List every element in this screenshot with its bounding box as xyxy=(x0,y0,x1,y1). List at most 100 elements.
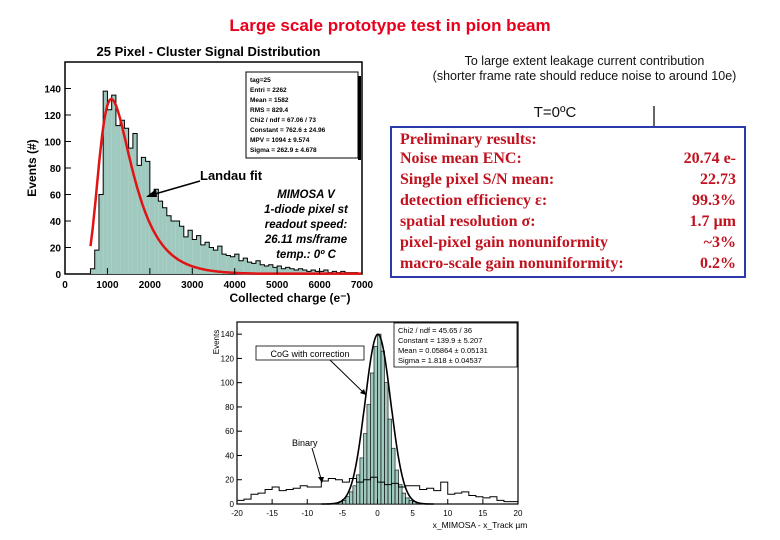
mimosa-annotation-line: MIMOSA V xyxy=(277,189,336,201)
histogram-bar xyxy=(128,148,133,274)
histogram-bar xyxy=(98,194,104,274)
binary-arrow-head xyxy=(318,477,324,483)
histogram-bar xyxy=(132,133,138,274)
histogram-bar xyxy=(238,260,244,274)
results-value: 99.3% xyxy=(692,192,736,209)
histogram-bar xyxy=(171,221,176,274)
x-tick-label: 3000 xyxy=(181,280,204,291)
landau-fit-curve xyxy=(89,97,362,275)
histogram-bar xyxy=(154,189,159,274)
x-tick-label: 5 xyxy=(410,509,415,518)
cog-bar xyxy=(394,469,399,505)
cog-bar xyxy=(408,500,413,505)
histogram-bar xyxy=(289,268,295,274)
y-tick-label: 120 xyxy=(44,111,61,122)
landau-arrow-head xyxy=(146,189,157,197)
y-tick-label: 20 xyxy=(225,476,234,485)
x-axis-label: x_MIMOSA - x_Track µm xyxy=(433,520,528,530)
y-axis-label: Events (#) xyxy=(25,139,39,196)
histogram-bar xyxy=(213,250,218,274)
histogram-bar xyxy=(298,268,303,274)
y-tick-label: 80 xyxy=(225,403,234,412)
x-tick-label: 2000 xyxy=(139,280,162,291)
mimosa-annotation-line: readout speed: xyxy=(265,219,348,231)
histogram-bar xyxy=(209,247,214,274)
cog-bar xyxy=(377,333,382,505)
cog-bar xyxy=(384,382,389,505)
stats-line: MPV = 1094 ± 9.574 xyxy=(250,137,310,144)
histogram-bar xyxy=(230,256,235,274)
note-line-2: (shorter frame rate should reduce noise … xyxy=(432,69,737,83)
histogram-bar xyxy=(179,226,184,274)
landau-fit-label: Landau fit xyxy=(200,168,263,183)
results-label: pixel-pixel gain nonuniformity xyxy=(400,234,609,251)
cog-bar xyxy=(366,404,371,505)
results-value: ~3% xyxy=(703,234,736,251)
histogram-bar xyxy=(251,263,256,274)
results-heading: Preliminary results: xyxy=(400,131,537,148)
histogram-bar xyxy=(294,270,299,274)
cog-arrow-head xyxy=(360,389,366,395)
x-tick-label: 0 xyxy=(375,509,380,518)
histogram-bar xyxy=(103,91,108,275)
histogram-bar xyxy=(166,215,172,274)
stats-line: Mean = 0.05864 ± 0.05131 xyxy=(398,346,488,355)
x-axis-label: Collected charge (e⁻) xyxy=(229,291,350,305)
stats-line: Chi2 / ndf = 67.06 / 73 xyxy=(250,117,316,124)
results-value: 22.73 xyxy=(700,171,736,188)
leakage-note: To large extent leakage current contribu… xyxy=(392,54,777,84)
cog-bar xyxy=(391,447,396,505)
results-row: macro-scale gain nonuniformity: 0.2% xyxy=(400,255,740,273)
y-axis-label: Events xyxy=(212,330,221,354)
histogram-bar xyxy=(221,254,227,274)
stats-line: Mean = 1582 xyxy=(250,97,289,104)
histogram-bar xyxy=(281,268,286,274)
histogram-bar xyxy=(302,270,307,274)
x-tick-label: -10 xyxy=(301,509,313,518)
histogram-bar xyxy=(196,235,201,274)
results-row: detection efficiency ε: 99.3% xyxy=(400,192,740,210)
histogram-bar xyxy=(90,268,95,274)
histogram-bar xyxy=(192,239,197,274)
x-tick-label: 0 xyxy=(62,280,68,291)
cog-legend-box xyxy=(255,345,365,361)
mimosa-annotation-line: 1-diode pixel st xyxy=(264,204,349,216)
histogram-bar xyxy=(255,260,261,274)
y-tick-label: 0 xyxy=(55,270,61,281)
cog-bar xyxy=(363,433,368,505)
stats-line: Sigma = 1.818 ± 0.04537 xyxy=(398,356,482,365)
y-tick-label: 60 xyxy=(50,191,62,202)
stats-line: RMS = 829.4 xyxy=(250,107,289,114)
histogram-bar xyxy=(111,95,116,274)
histogram-bar xyxy=(272,267,278,274)
y-tick-label: 140 xyxy=(44,85,61,96)
histogram-bar xyxy=(124,128,129,274)
y-tick-label: 100 xyxy=(221,379,235,388)
cog-bar xyxy=(380,350,385,505)
histogram-bar xyxy=(243,258,248,274)
histogram-bar xyxy=(217,246,222,274)
landau-arrow-line xyxy=(147,180,201,197)
results-row: pixel-pixel gain nonuniformity ~3% xyxy=(400,234,740,252)
results-label: macro-scale gain nonuniformity: xyxy=(400,255,624,272)
histogram-bar xyxy=(234,254,239,274)
histogram-bar xyxy=(226,255,231,274)
histogram-bar xyxy=(200,244,206,274)
stats-line: Entri = 2262 xyxy=(250,87,287,94)
histogram-outline xyxy=(89,90,362,275)
y-tick-label: 0 xyxy=(230,500,235,509)
x-tick-label: 10 xyxy=(443,509,452,518)
y-tick-label: 80 xyxy=(50,164,62,175)
x-tick-label: -20 xyxy=(231,509,243,518)
temperature-label: T=0ºC xyxy=(533,104,577,121)
x-tick-label: 5000 xyxy=(266,280,289,291)
y-tick-label: 60 xyxy=(225,427,234,436)
x-tick-label: 15 xyxy=(478,509,487,518)
chart-title: 25 Pixel - Cluster Signal Distribution xyxy=(97,44,321,59)
cog-bar xyxy=(370,372,375,505)
histogram-bar xyxy=(205,242,210,274)
histogram-bar xyxy=(120,120,125,274)
stats-line: tag=25 xyxy=(250,77,271,84)
results-value: 20.74 e- xyxy=(683,150,736,167)
